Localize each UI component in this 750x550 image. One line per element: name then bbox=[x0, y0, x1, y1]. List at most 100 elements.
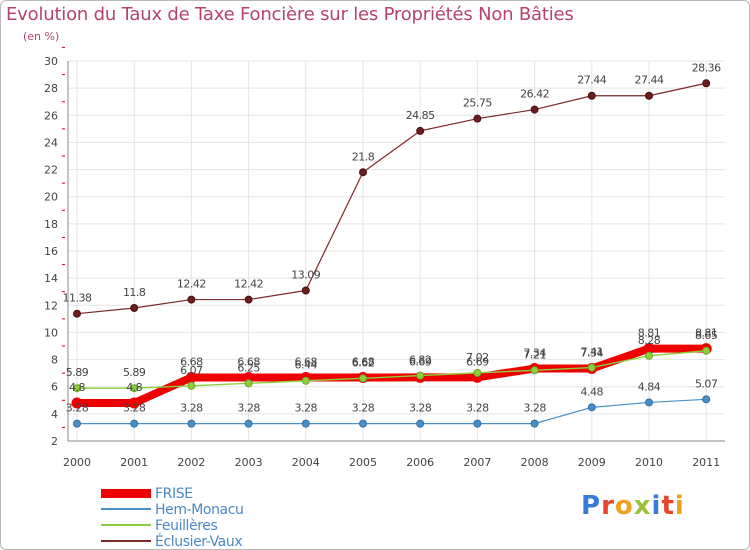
data-point--clusier-vaux bbox=[187, 295, 196, 304]
x-tick-label: 2010 bbox=[635, 456, 663, 469]
data-point-frise bbox=[128, 397, 140, 409]
y-tick-label: 18 bbox=[44, 218, 58, 231]
legend-item-feuilleres: Feuillères bbox=[101, 517, 321, 534]
data-point-hem-monacu bbox=[244, 419, 253, 428]
data-point-hem-monacu bbox=[587, 403, 596, 412]
y-tick-label: 26 bbox=[44, 109, 58, 122]
data-label-frise: 6.68 bbox=[237, 355, 260, 368]
legend: FRISE Hem-Monacu Feuillères Éclusier-Vau… bbox=[101, 485, 321, 549]
data-label-hem-monacu: 4.84 bbox=[638, 380, 661, 393]
x-tick-label: 2005 bbox=[349, 456, 377, 469]
x-tick-label: 2003 bbox=[235, 456, 263, 469]
data-point-feuill-res bbox=[359, 374, 367, 383]
series-line-feuill-res bbox=[77, 350, 707, 389]
data-label-feuill-res: 7.21 bbox=[523, 348, 546, 361]
data-point--clusier-vaux bbox=[301, 286, 310, 295]
data-label-hem-monacu: 3.28 bbox=[352, 402, 375, 415]
data-label-feuill-res: 7.02 bbox=[466, 351, 489, 364]
legend-item-hem-monacu: Hem-Monacu bbox=[101, 501, 321, 518]
data-point-feuill-res bbox=[73, 384, 81, 393]
data-label-feuill-res: 6.82 bbox=[409, 354, 432, 367]
legend-swatch-eclusier-vaux bbox=[101, 540, 151, 542]
data-point-hem-monacu bbox=[73, 419, 81, 428]
y-tick-label: 20 bbox=[44, 191, 58, 204]
brand-letter: i bbox=[651, 491, 662, 521]
data-point-frise bbox=[71, 397, 83, 409]
data-label-feuill-res: 6.44 bbox=[295, 359, 318, 372]
x-tick-label: 2004 bbox=[292, 456, 320, 469]
x-tick-label: 2000 bbox=[63, 456, 91, 469]
data-point-feuill-res bbox=[130, 384, 139, 393]
y-tick-label: 10 bbox=[44, 326, 58, 339]
chart-title: Evolution du Taux de Taxe Foncière sur l… bbox=[6, 4, 574, 25]
data-label-frise: 7.34 bbox=[581, 347, 604, 360]
data-label-frise: 4.8 bbox=[126, 381, 142, 394]
legend-label-eclusier-vaux: Éclusier-Vaux bbox=[155, 534, 243, 550]
brand-letter: P bbox=[581, 491, 602, 521]
data-point--clusier-vaux bbox=[73, 309, 81, 318]
data-label-hem-monacu: 3.28 bbox=[180, 402, 203, 415]
data-point-hem-monacu bbox=[359, 419, 367, 428]
legend-item-frise: FRISE bbox=[101, 485, 321, 502]
legend-label-frise: FRISE bbox=[155, 486, 193, 502]
x-tick-label: 2008 bbox=[521, 456, 549, 469]
data-point-feuill-res bbox=[473, 368, 482, 377]
y-tick-label: 24 bbox=[44, 136, 58, 149]
brand-letter: o bbox=[614, 491, 634, 521]
data-point-hem-monacu bbox=[645, 398, 653, 407]
brand-letter: t bbox=[661, 491, 675, 521]
y-tick-label: 14 bbox=[44, 272, 58, 285]
data-point-feuill-res bbox=[416, 371, 425, 380]
legend-item-eclusier-vaux: Éclusier-Vaux bbox=[101, 533, 321, 549]
legend-swatch-hem-monacu bbox=[101, 508, 151, 510]
data-point-hem-monacu bbox=[416, 419, 425, 428]
data-label--clusier-vaux: 27.44 bbox=[635, 74, 664, 87]
data-point-feuill-res bbox=[702, 346, 711, 355]
data-label-frise: 6.69 bbox=[466, 355, 489, 368]
data-point-feuill-res bbox=[645, 351, 653, 360]
legend-label-hem-monacu: Hem-Monacu bbox=[155, 502, 244, 518]
data-point--clusier-vaux bbox=[702, 79, 711, 88]
data-point--clusier-vaux bbox=[416, 126, 425, 135]
data-point--clusier-vaux bbox=[587, 91, 596, 100]
data-point-feuill-res bbox=[301, 376, 310, 385]
y-tick-label: 2 bbox=[51, 435, 58, 448]
data-point-hem-monacu bbox=[530, 419, 539, 428]
data-point-hem-monacu bbox=[473, 419, 482, 428]
data-label--clusier-vaux: 21.8 bbox=[352, 150, 375, 163]
data-label--clusier-vaux: 24.85 bbox=[406, 109, 435, 122]
data-point-feuill-res bbox=[587, 363, 596, 372]
data-label-feuill-res: 6.07 bbox=[180, 364, 203, 377]
y-tick-label: 8 bbox=[51, 354, 58, 367]
data-label-frise: 4.8 bbox=[69, 381, 85, 394]
legend-swatch-frise bbox=[101, 489, 151, 498]
series-line-hem-monacu bbox=[77, 398, 707, 425]
data-label-frise: 8.81 bbox=[638, 327, 661, 340]
data-label-feuill-res: 6.62 bbox=[352, 356, 375, 369]
data-label-frise: 6.68 bbox=[180, 355, 203, 368]
data-label-feuill-res: 8.28 bbox=[638, 334, 661, 347]
y-tick-label: 30 bbox=[44, 55, 58, 68]
data-point--clusier-vaux bbox=[359, 168, 367, 177]
data-label-hem-monacu: 3.28 bbox=[66, 402, 89, 415]
data-point--clusier-vaux bbox=[530, 105, 539, 114]
y-tick-label: 28 bbox=[44, 82, 58, 95]
data-label--clusier-vaux: 25.75 bbox=[463, 97, 492, 110]
y-tick-label: 12 bbox=[44, 299, 58, 312]
data-label--clusier-vaux: 11.38 bbox=[63, 292, 92, 305]
y-tick-label: 16 bbox=[44, 245, 58, 258]
data-label--clusier-vaux: 12.42 bbox=[234, 278, 263, 291]
data-label-hem-monacu: 3.28 bbox=[295, 402, 318, 415]
data-label-hem-monacu: 3.28 bbox=[523, 402, 546, 415]
x-tick-label: 2009 bbox=[578, 456, 606, 469]
data-label--clusier-vaux: 26.42 bbox=[520, 88, 549, 101]
data-label-frise: 8.81 bbox=[695, 327, 718, 340]
data-point-feuill-res bbox=[244, 379, 253, 388]
data-label-hem-monacu: 3.28 bbox=[466, 402, 489, 415]
data-label-hem-monacu: 5.07 bbox=[695, 377, 718, 390]
data-label-hem-monacu: 4.48 bbox=[581, 385, 604, 398]
data-point--clusier-vaux bbox=[473, 114, 482, 123]
data-point-hem-monacu bbox=[187, 419, 196, 428]
